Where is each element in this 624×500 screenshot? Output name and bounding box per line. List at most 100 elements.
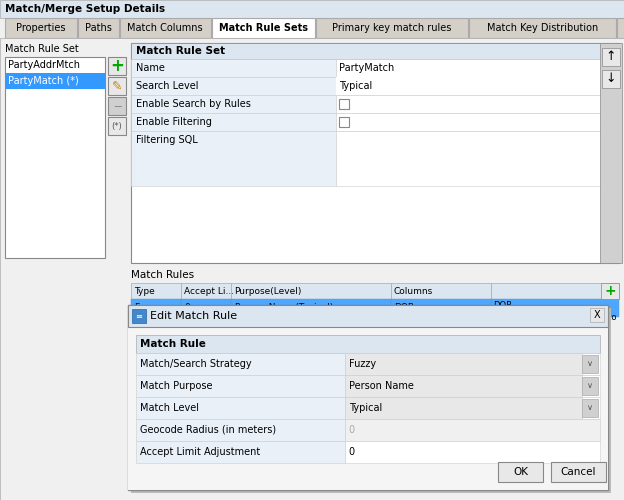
Bar xyxy=(345,397,582,419)
Bar xyxy=(590,308,604,322)
Text: Match/Search Strategy: Match/Search Strategy xyxy=(140,359,251,369)
Bar xyxy=(336,131,619,186)
Text: Fuzzy: Fuzzy xyxy=(349,359,376,369)
Bar xyxy=(128,305,608,327)
Bar xyxy=(345,397,600,419)
Bar xyxy=(78,18,119,38)
Text: Accept Limit Adjustment: Accept Limit Adjustment xyxy=(140,447,260,457)
Bar xyxy=(181,299,231,317)
Bar xyxy=(551,462,606,482)
Text: X: X xyxy=(593,310,600,320)
Text: ∨: ∨ xyxy=(587,404,593,412)
Text: DOB: DOB xyxy=(493,300,512,310)
Text: Geocode Radius (in meters): Geocode Radius (in meters) xyxy=(140,425,276,435)
Bar xyxy=(316,18,468,38)
Text: Cancel: Cancel xyxy=(561,467,597,477)
Bar xyxy=(181,283,231,299)
Bar xyxy=(5,73,105,89)
Bar xyxy=(391,283,491,299)
Bar xyxy=(131,77,336,95)
Text: Match Rules: Match Rules xyxy=(131,270,194,280)
Bar xyxy=(131,131,336,186)
Bar xyxy=(136,397,345,419)
Bar xyxy=(491,283,619,299)
Bar xyxy=(136,441,345,463)
Text: Search Level: Search Level xyxy=(136,81,198,91)
Bar xyxy=(582,399,598,417)
Bar xyxy=(231,299,391,317)
Bar xyxy=(339,117,349,127)
Bar xyxy=(136,335,600,353)
Bar xyxy=(108,57,126,75)
Bar xyxy=(336,77,619,95)
Text: Properties: Properties xyxy=(16,23,66,33)
Text: Typical: Typical xyxy=(349,403,382,413)
Text: Typical: Typical xyxy=(339,81,372,91)
Text: ✎: ✎ xyxy=(112,80,122,92)
Bar xyxy=(131,283,181,299)
Bar xyxy=(345,353,600,375)
Text: Match Rule Sets: Match Rule Sets xyxy=(218,23,308,33)
Bar xyxy=(491,299,619,317)
Bar xyxy=(345,441,600,463)
Text: Paths: Paths xyxy=(85,23,112,33)
Bar xyxy=(603,79,617,93)
Text: ∨: ∨ xyxy=(587,360,593,368)
Bar xyxy=(136,353,345,375)
Text: PartyMatch: PartyMatch xyxy=(339,63,394,73)
Text: Fuzzy: Fuzzy xyxy=(134,304,159,312)
Text: ↓: ↓ xyxy=(606,72,617,86)
Bar xyxy=(231,283,391,299)
Text: 0: 0 xyxy=(349,447,355,457)
Text: Match Rule Set: Match Rule Set xyxy=(136,46,225,56)
Bar xyxy=(0,0,624,18)
Text: NO: NO xyxy=(598,338,611,346)
Text: Match Rule: Match Rule xyxy=(140,339,206,349)
Bar xyxy=(345,375,600,397)
Bar xyxy=(131,95,336,113)
Bar xyxy=(602,70,620,88)
Text: Auto: Auto xyxy=(598,314,618,322)
Bar xyxy=(131,59,336,77)
Text: 0: 0 xyxy=(349,425,355,435)
Text: PartyAddrMtch: PartyAddrMtch xyxy=(8,60,80,70)
Bar xyxy=(345,419,600,441)
Text: GENDER: GENDER xyxy=(493,308,529,316)
Text: Accept Li...: Accept Li... xyxy=(184,286,234,296)
Bar xyxy=(601,283,619,299)
Bar xyxy=(336,113,619,131)
Bar xyxy=(131,113,336,131)
Text: Edit Match Rule: Edit Match Rule xyxy=(150,311,237,321)
Bar xyxy=(131,43,619,59)
Text: Enable Filtering: Enable Filtering xyxy=(136,117,212,127)
Bar xyxy=(136,419,345,441)
Bar xyxy=(582,355,598,373)
Bar xyxy=(339,99,349,109)
Text: Match Level: Match Level xyxy=(140,403,199,413)
Bar xyxy=(336,77,603,95)
Bar xyxy=(602,48,620,66)
Text: Columns: Columns xyxy=(394,286,433,296)
Text: ─: ─ xyxy=(114,101,120,111)
Text: Match/Merge Setup Details: Match/Merge Setup Details xyxy=(5,4,165,14)
Bar xyxy=(5,18,77,38)
Bar xyxy=(336,95,619,113)
Text: (*): (*) xyxy=(112,122,122,130)
Bar xyxy=(108,97,126,115)
Bar xyxy=(108,117,126,135)
Bar xyxy=(469,18,616,38)
Text: NO: NO xyxy=(598,326,611,334)
Bar xyxy=(128,305,608,490)
Text: ≡: ≡ xyxy=(135,312,142,320)
Bar xyxy=(131,43,619,263)
Bar xyxy=(336,59,619,77)
Bar xyxy=(582,377,598,395)
Text: Purpose(Level): Purpose(Level) xyxy=(234,286,301,296)
Text: Match Columns: Match Columns xyxy=(127,23,203,33)
Bar xyxy=(345,375,582,397)
Text: ∨: ∨ xyxy=(607,82,613,90)
Text: DOB: DOB xyxy=(394,304,414,312)
Bar xyxy=(131,299,181,317)
Text: 0: 0 xyxy=(184,304,190,312)
Text: Match Rule Set: Match Rule Set xyxy=(5,44,79,54)
